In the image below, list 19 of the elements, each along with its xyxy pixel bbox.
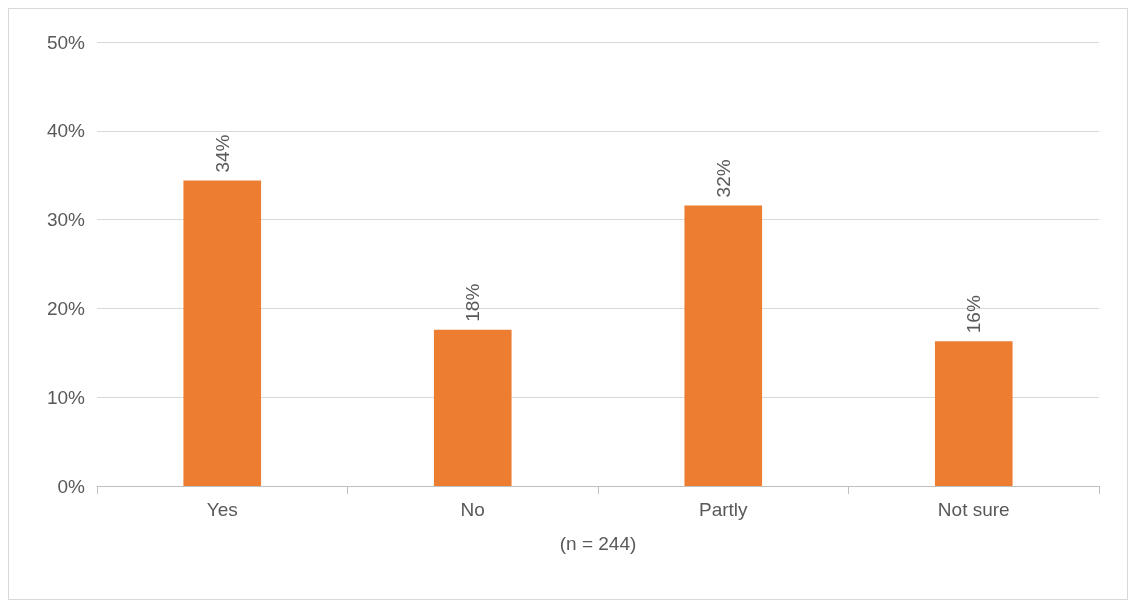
x-tick-label: Partly — [698, 499, 749, 520]
data-label: 34% — [211, 134, 233, 173]
bar — [433, 329, 512, 486]
bar — [934, 341, 1013, 486]
y-tick-label: 20% — [46, 297, 86, 319]
y-tick-label: 50% — [46, 31, 86, 53]
y-tick-label: 0% — [57, 475, 86, 497]
y-tick-label: 40% — [46, 120, 86, 142]
data-label: 16% — [963, 295, 985, 334]
x-tick-label: Yes — [206, 499, 238, 520]
x-axis-title: (n = 244) — [559, 533, 637, 554]
bar — [183, 180, 262, 486]
x-tick-label: Not sure — [937, 499, 1010, 520]
y-tick-label: 30% — [46, 209, 86, 231]
data-label: 32% — [712, 159, 734, 198]
x-tick-label: No — [460, 499, 485, 520]
bar — [684, 205, 763, 486]
data-label: 18% — [462, 283, 484, 322]
y-tick-label: 10% — [46, 386, 86, 408]
